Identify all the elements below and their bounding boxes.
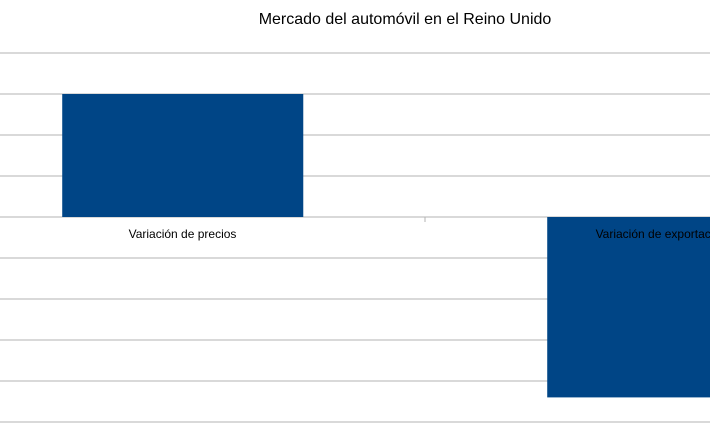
chart-title: Mercado del automóvil en el Reino Unido <box>259 11 552 28</box>
bar <box>62 94 304 217</box>
bar <box>547 217 710 398</box>
x-tick-label: Variación de precios <box>129 227 237 241</box>
x-tick-label: Variación de exportaciones <box>596 227 710 241</box>
